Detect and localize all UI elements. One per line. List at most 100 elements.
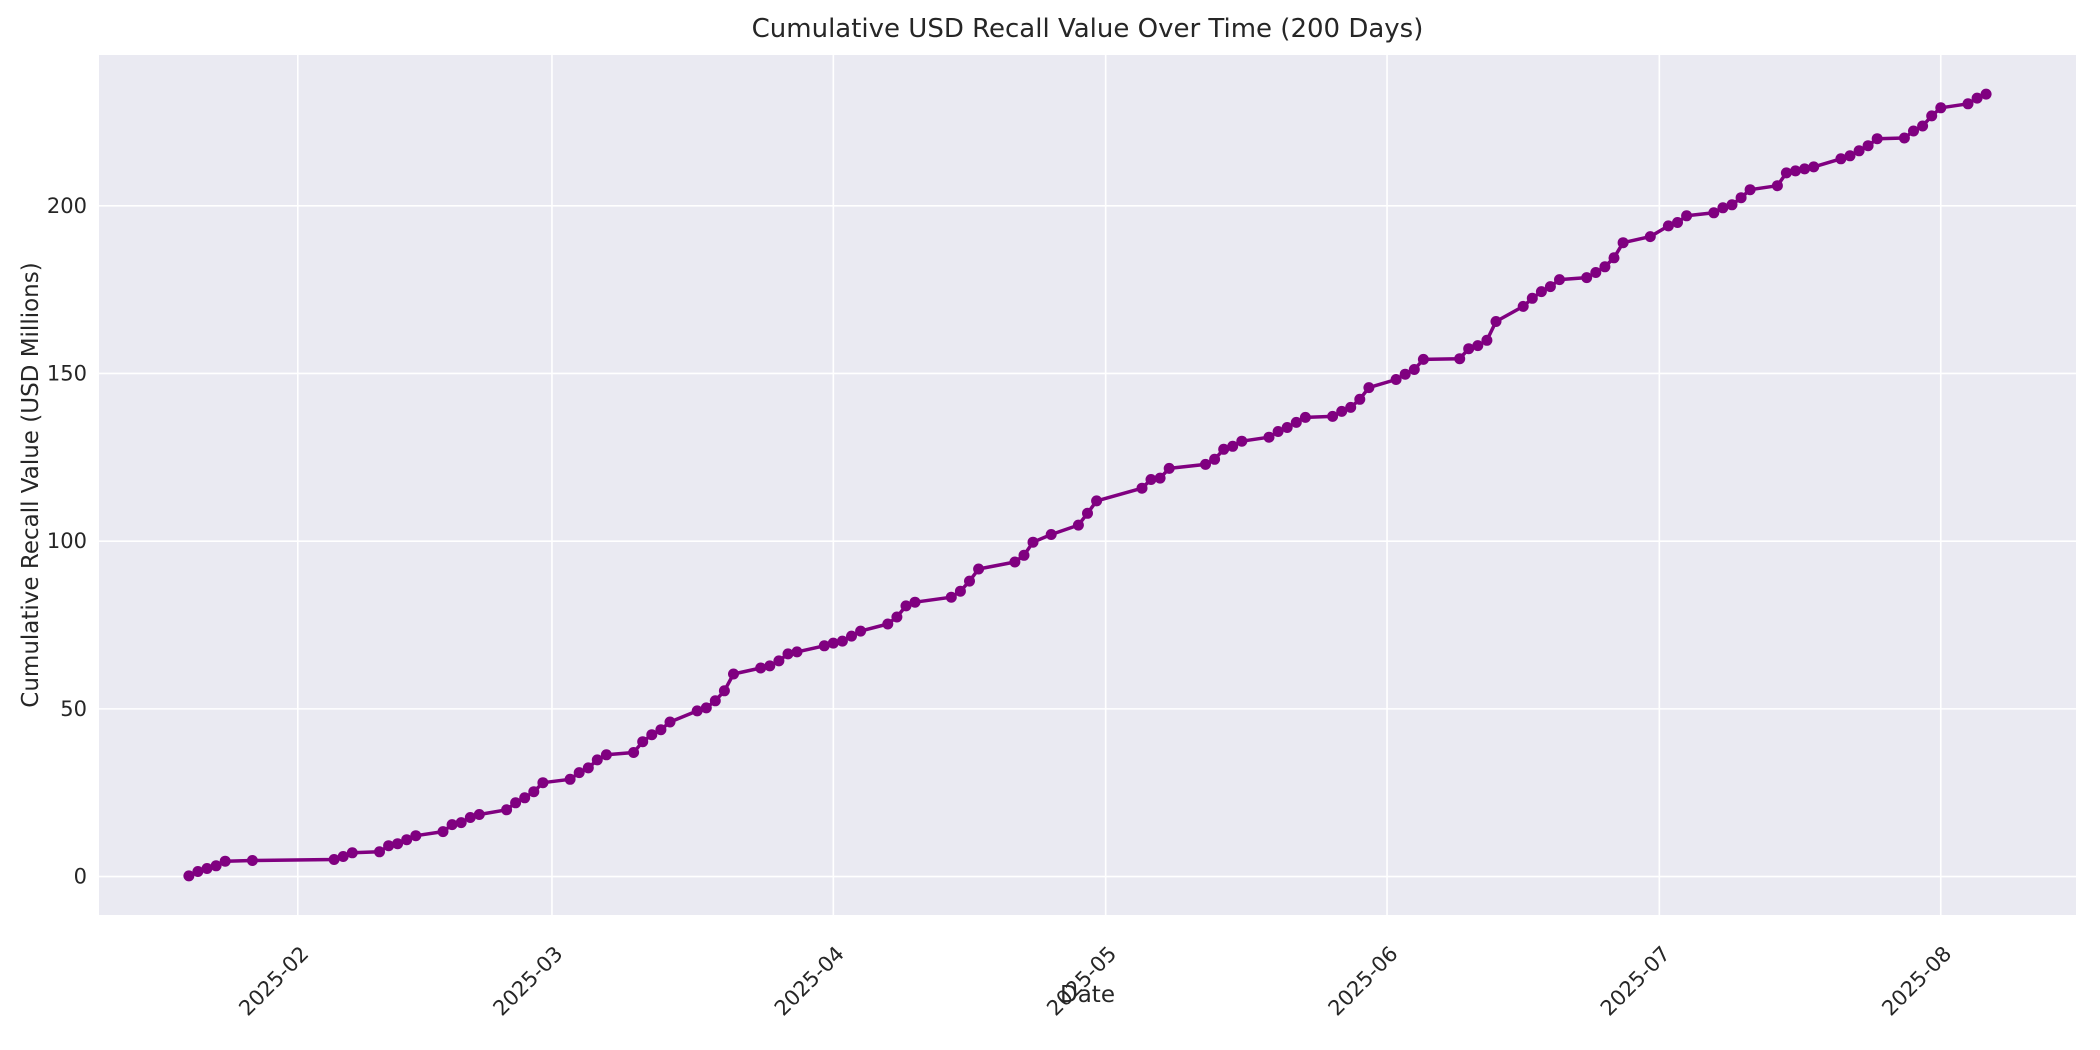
data-point-marker [1417,353,1429,365]
data-point-marker [1009,556,1021,568]
data-point-marker [1935,102,1947,114]
data-point-marker [501,804,513,816]
data-point-marker [1145,474,1157,485]
data-point-marker [201,863,213,874]
data-point-marker [827,637,839,649]
data-point-marker [1390,374,1402,385]
data-point-marker [664,716,676,728]
data-point-marker [1672,217,1683,228]
data-point-marker [1926,110,1938,122]
data-point-marker [728,668,739,680]
data-point-marker [1744,184,1756,196]
data-point-marker [1027,536,1039,548]
data-point-marker [1363,382,1375,394]
data-point-marker [1281,422,1293,433]
data-point-marker [528,786,540,798]
data-point-marker [1218,443,1230,455]
data-point-marker [246,855,258,866]
data-point-marker [1354,393,1366,405]
data-point-marker [909,596,921,608]
data-point-marker [764,660,776,672]
data-point-marker [818,640,830,652]
data-point-marker [1209,453,1221,465]
data-point-marker [1472,340,1484,352]
data-point-marker [1808,161,1820,173]
data-point-marker [1490,316,1502,327]
data-point-marker [573,767,585,779]
data-point-marker [537,777,549,789]
data-point-marker [1454,353,1466,365]
data-point-marker [773,655,785,667]
data-point-marker [782,648,794,660]
data-point-marker [1290,416,1302,428]
y-tick-label: 50 [60,697,87,721]
data-point-marker [1708,207,1720,219]
data-point-marker [1835,153,1847,165]
data-point-marker [836,635,848,647]
data-point-marker [383,840,395,852]
data-point-marker [401,834,413,846]
data-point-marker [1898,132,1910,144]
data-point-marker [464,812,476,823]
data-point-marker [891,611,903,623]
data-point-marker [337,851,349,862]
data-point-marker [1962,98,1974,110]
data-point-marker [1526,292,1538,304]
data-point-marker [1200,458,1211,470]
data-point-marker [1644,231,1656,243]
data-point-marker [1136,482,1148,494]
data-point-marker [964,575,975,587]
y-tick-label: 0 [74,865,87,889]
data-point-marker [1581,272,1593,284]
data-point-marker [1299,411,1311,423]
data-point-marker [718,685,730,697]
data-point-marker [210,860,222,872]
data-point-marker [709,695,721,707]
data-point-marker [1662,220,1674,232]
y-tick-label: 150 [47,361,87,385]
data-point-marker [1544,281,1556,293]
data-point-marker [219,855,231,867]
data-point-marker [1554,274,1565,286]
data-point-marker [1236,435,1248,447]
data-point-marker [1163,462,1175,474]
data-point-marker [346,847,358,859]
data-point-marker [446,819,458,831]
data-point-marker [1408,364,1420,375]
data-point-marker [973,563,985,575]
y-tick-label: 200 [47,194,87,218]
data-point-marker [1780,167,1792,179]
data-point-marker [1908,125,1919,137]
data-point-marker [455,817,467,829]
data-point-marker [1154,472,1166,484]
data-point-marker [1590,267,1602,278]
data-point-marker [1871,133,1883,145]
data-point-marker [882,618,894,630]
data-point-marker [700,702,712,714]
data-point-marker [1617,237,1629,249]
data-point-marker [1735,192,1747,204]
data-point-marker [1844,150,1856,162]
data-point-marker [1608,252,1620,264]
data-point-marker [1463,343,1475,355]
y-axis-label: Cumulative Recall Value (USD Millions) [18,262,44,708]
data-point-marker [945,591,957,603]
data-point-marker [691,705,703,717]
data-point-marker [1917,120,1929,132]
data-point-marker [637,736,649,748]
data-point-marker [954,585,966,597]
data-point-marker [183,870,195,882]
data-point-marker [791,646,803,658]
data-point-marker [1726,199,1738,211]
data-point-marker [646,729,658,741]
data-point-marker [328,854,340,865]
data-point-marker [1481,334,1493,346]
data-point-marker [655,724,667,736]
data-point-marker [582,762,594,774]
data-point-marker [1227,440,1239,452]
data-point-marker [900,600,912,612]
data-point-marker [473,809,485,820]
data-point-marker [1336,405,1348,417]
data-point-marker [1082,507,1093,519]
data-point-marker [600,749,612,761]
